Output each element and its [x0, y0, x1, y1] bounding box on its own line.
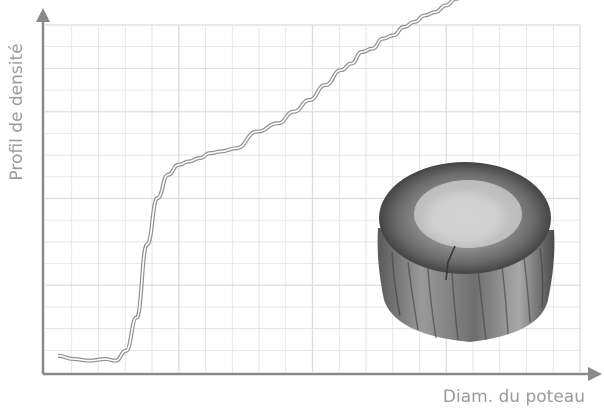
x-axis-label: Diam. du poteau	[443, 387, 585, 407]
series-line-inner	[57, 0, 455, 362]
y-axis-arrow	[36, 8, 50, 22]
pole-crack	[445, 245, 456, 281]
wooden-pole-cross-section-image	[377, 162, 555, 342]
y-axis-label: Profil de densité	[7, 43, 27, 180]
series-group	[57, 0, 460, 363]
x-axis-arrow	[588, 367, 602, 381]
pole-heartwood	[414, 180, 522, 248]
axes	[36, 8, 602, 381]
